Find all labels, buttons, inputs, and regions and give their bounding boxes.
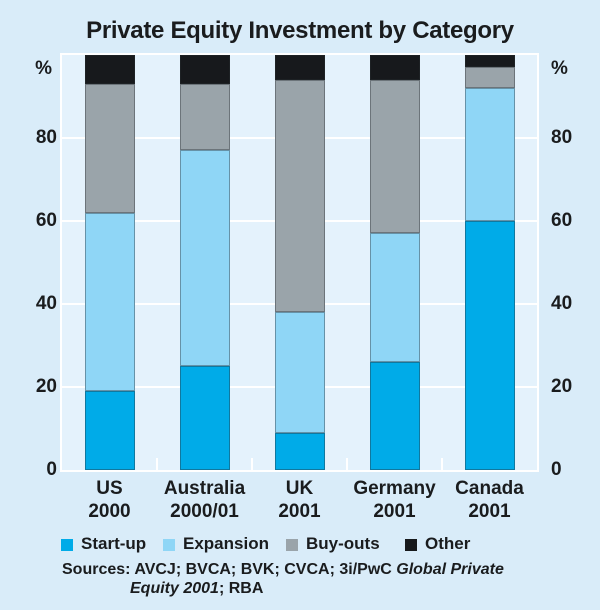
y-tick-label-left-40: 40 <box>35 293 57 314</box>
chart-title: Private Equity Investment by Category <box>86 17 514 44</box>
sources-line-2: Equity 2001; RBA <box>62 579 504 598</box>
bar-segment-buy-outs <box>179 84 230 151</box>
bar-germany-2001 <box>369 55 420 470</box>
legend-swatch-start-up <box>61 538 73 551</box>
bar-segment-expansion <box>274 312 325 433</box>
legend-swatch-other <box>405 538 417 551</box>
legend-label-expansion: Expansion <box>183 534 269 553</box>
bar-segment-buy-outs <box>84 84 135 213</box>
y-tick-label-left-80: 80 <box>35 127 57 148</box>
x-label-us: US 2000 <box>62 477 157 523</box>
y-tick-label-left-0: 0 <box>46 459 57 480</box>
x-label-australia: Australia 2000/01 <box>157 477 252 523</box>
y-tick-label-right-80: 80 <box>551 127 573 148</box>
bar-segment-other <box>179 55 230 85</box>
x-label-country: Australia <box>163 478 246 499</box>
x-label-period: 2001 <box>373 501 416 522</box>
bar-segment-other <box>464 55 515 68</box>
bar-segment-buy-outs <box>464 67 515 89</box>
sources-publication-part1: Global Private <box>396 561 504 578</box>
y-tick-label-left-20: 20 <box>35 376 57 397</box>
x-label-period: 2000/01 <box>170 501 239 522</box>
bar-segment-other <box>274 55 325 80</box>
x-label-country: US <box>96 478 123 499</box>
y-axis-unit-right: % <box>551 58 568 79</box>
category-tick <box>346 458 348 470</box>
bar-segment-expansion <box>179 150 230 367</box>
x-label-period: 2001 <box>468 501 511 522</box>
bar-canada-2001 <box>464 55 515 470</box>
legend-label-start-up: Start-up <box>81 534 147 553</box>
x-label-period: 2001 <box>278 501 321 522</box>
bar-segment-start-up <box>464 221 515 470</box>
bar-segment-expansion <box>84 212 135 392</box>
bar-segment-buy-outs <box>369 79 420 234</box>
bar-segment-buy-outs <box>274 79 325 313</box>
bar-segment-other <box>84 55 135 85</box>
sources-text-end: ; RBA <box>218 580 264 597</box>
legend-item-expansion: Expansion <box>163 534 269 554</box>
legend-item-start-up: Start-up <box>61 534 146 554</box>
bar-segment-start-up <box>369 362 420 470</box>
x-label-uk: UK 2001 <box>252 477 347 523</box>
category-tick <box>441 458 443 470</box>
x-label-country: UK <box>285 478 314 499</box>
y-axis-unit-left: % <box>35 58 52 79</box>
legend-item-other: Other <box>405 534 470 554</box>
y-tick-label-right-20: 20 <box>551 376 573 397</box>
bar-segment-expansion <box>369 233 420 363</box>
legend-label-other: Other <box>425 534 471 553</box>
bar-uk-2001 <box>274 55 325 470</box>
x-label-germany: Germany 2001 <box>347 477 442 523</box>
bar-segment-start-up <box>84 391 135 470</box>
legend-swatch-buy-outs <box>286 538 298 551</box>
category-tick <box>251 458 253 470</box>
bar-segment-start-up <box>179 366 230 470</box>
x-label-canada: Canada 2001 <box>442 477 537 523</box>
y-tick-label-left-60: 60 <box>35 210 57 231</box>
bar-australia-2000-01 <box>179 55 230 470</box>
x-label-country: Germany <box>353 478 436 499</box>
x-label-period: 2000 <box>88 501 131 522</box>
bar-segment-expansion <box>464 88 515 221</box>
x-label-country: Canada <box>455 478 524 499</box>
legend-label-buy-outs: Buy-outs <box>306 534 380 553</box>
category-tick <box>156 458 158 470</box>
y-tick-label-right-60: 60 <box>551 210 573 231</box>
y-tick-label-right-40: 40 <box>551 293 573 314</box>
bar-us-2000 <box>84 55 135 470</box>
sources-publication-part2: Equity 2001 <box>130 580 219 597</box>
legend-swatch-expansion <box>163 538 175 551</box>
plot-area <box>60 53 539 472</box>
bar-segment-start-up <box>274 432 325 470</box>
y-tick-label-right-0: 0 <box>551 459 562 480</box>
sources-text: Sources: AVCJ; BVCA; BVK; CVCA; 3i/PwC <box>62 561 397 578</box>
bar-segment-other <box>369 55 420 80</box>
sources-note: Sources: AVCJ; BVCA; BVK; CVCA; 3i/PwC G… <box>62 560 504 598</box>
legend-item-buy-outs: Buy-outs <box>286 534 380 554</box>
sources-line-1: Sources: AVCJ; BVCA; BVK; CVCA; 3i/PwC G… <box>62 560 504 579</box>
